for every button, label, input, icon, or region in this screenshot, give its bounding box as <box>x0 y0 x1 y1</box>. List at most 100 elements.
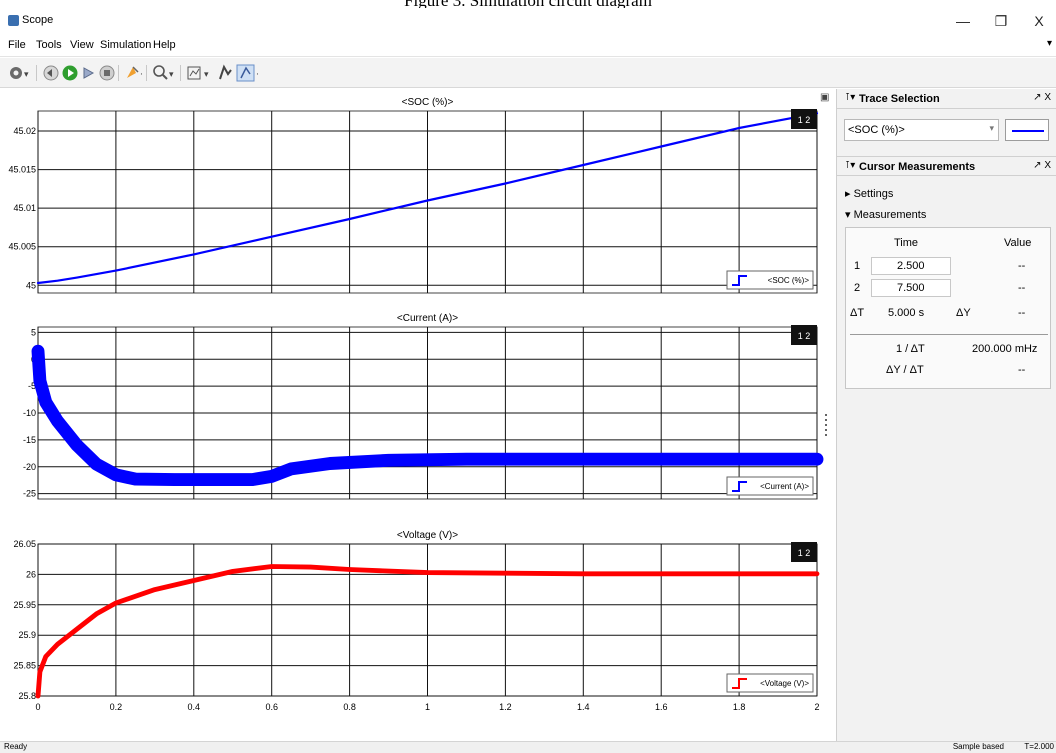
status-bar: Ready Sample based T=2.000 <box>0 741 1056 753</box>
dy-dt-label: ΔY / ΔT <box>886 364 924 376</box>
status-text: Ready <box>4 742 28 751</box>
toolbar-separator <box>118 65 119 81</box>
scope-plots-svg: ▣ <SOC (%)> 45 45.005 45.01 45.015 45.02 1 2 <SO… <box>8 92 829 712</box>
step-forward-icon[interactable] <box>80 64 98 82</box>
zoom-icon[interactable]: ▾ <box>152 64 176 82</box>
cursor-1-time-field[interactable]: 2.500 <box>871 257 951 275</box>
scope-plot-area: ▣ <SOC (%)> 45 45.005 45.01 45.015 45.02 1 2 <SO… <box>0 89 830 741</box>
sample-mode-text: Sample based <box>952 742 1004 751</box>
cursor-badge <box>791 542 817 562</box>
panel-pin-icon[interactable]: ⊺▾ <box>845 92 856 103</box>
trace-selection-dropdown[interactable]: <SOC (%)> ▾ <box>844 119 999 141</box>
series-line <box>36 112 819 285</box>
title-bar: Scope — ❐ X <box>0 8 1056 34</box>
menu-help[interactable]: Help <box>153 39 176 51</box>
cursor-2-time-value: 7.500 <box>897 282 925 294</box>
y-tick-label: -5 <box>28 381 36 391</box>
svg-text:▾: ▾ <box>204 70 209 80</box>
svg-text:·: · <box>256 70 259 80</box>
cursor-1-label: 1 <box>854 260 861 272</box>
x-tick-label: 1.2 <box>499 702 512 712</box>
cursor-measurements-icon[interactable]: · <box>236 64 264 82</box>
measurements-section-toggle[interactable]: ▾ Measurements <box>845 209 927 221</box>
trace-selection-header: ⊺▾ Trace Selection ↗ X <box>837 89 1056 109</box>
measurements-table: Time Value 1 2.500 -- 2 7.500 -- ΔT 5.00… <box>845 227 1051 389</box>
y-tick-label: 25.95 <box>13 600 36 610</box>
plot-panel-button-icon: ▣ <box>820 92 829 103</box>
sim-time-text: T=2.000 <box>1024 742 1054 751</box>
cursor-badge <box>791 109 817 129</box>
menu-simulation[interactable]: Simulation <box>100 39 152 51</box>
trace-selection-controls[interactable]: ↗ X <box>1033 92 1051 103</box>
toolbar-separator <box>36 65 37 81</box>
splitter-grip-dot <box>825 424 827 426</box>
delta-t-value: 5.000 s <box>888 307 925 319</box>
window-title: Scope <box>22 14 54 26</box>
highlight-icon[interactable]: · <box>124 64 148 82</box>
cursor-2-time-field[interactable]: 7.500 <box>871 279 951 297</box>
settings-section-toggle[interactable]: ▸ Settings <box>845 188 894 200</box>
panel-pin-icon[interactable]: ⊺▾ <box>845 160 856 171</box>
y-tick-label: 45.02 <box>13 126 36 136</box>
x-tick-label: 1.4 <box>577 702 590 712</box>
y-tick-label: -10 <box>23 408 36 418</box>
menu-file[interactable]: File <box>8 39 26 51</box>
scope-app-icon <box>8 15 19 26</box>
stop-icon[interactable] <box>98 64 116 82</box>
x-tick-label: 0.8 <box>343 702 356 712</box>
cursor-badge <box>791 325 817 345</box>
svg-text:▾: ▾ <box>24 70 29 80</box>
y-tick-label: 25.8 <box>18 691 36 701</box>
legend-swatch <box>732 678 747 689</box>
restore-button[interactable]: ❐ <box>994 13 1008 29</box>
cursor-measurements-controls[interactable]: ↗ X <box>1033 160 1051 171</box>
legend-swatch <box>732 275 747 286</box>
x-tick-label: 0.4 <box>188 702 201 712</box>
value-column-header: Value <box>1004 237 1032 249</box>
legend-label: <SOC (%)> <box>768 276 810 285</box>
splitter-grip-dot <box>825 419 827 421</box>
menu-overflow-icon[interactable]: ▾ <box>1046 38 1052 49</box>
y-tick-label: -25 <box>23 489 36 499</box>
x-tick-label: 0.6 <box>265 702 278 712</box>
cursor-1-value: -- <box>1018 260 1026 272</box>
svg-text:▾: ▾ <box>169 70 174 80</box>
y-tick-label: 25.9 <box>18 630 36 640</box>
chevron-down-icon: ▾ <box>989 123 994 133</box>
x-tick-label: 1.6 <box>655 702 668 712</box>
x-tick-label: 2 <box>814 702 819 712</box>
legend-box <box>726 270 814 290</box>
y-tick-label: 26 <box>26 569 36 579</box>
series-line <box>35 564 820 699</box>
y-tick-label: 45.01 <box>13 203 36 213</box>
gear-icon[interactable]: ▾ <box>8 64 30 82</box>
y-tick-label: 26.05 <box>13 539 36 549</box>
minimize-button[interactable]: — <box>956 13 970 29</box>
splitter-grip-dot <box>825 414 827 416</box>
plot-title: <SOC (%)> <box>402 97 454 108</box>
cursor-2-label: 2 <box>854 282 861 294</box>
trace-color-swatch[interactable] <box>1005 119 1049 141</box>
scale-axes-icon[interactable]: ▾ <box>186 64 212 82</box>
plot-title: <Current (A)> <box>397 313 458 324</box>
series-line <box>31 344 824 487</box>
dy-dt-value: -- <box>1018 364 1026 376</box>
cursor-measurements-header: ⊺▾ Cursor Measurements ↗ X <box>837 156 1056 176</box>
triggers-icon[interactable] <box>216 64 234 82</box>
x-tick-label: 0.2 <box>110 702 123 712</box>
step-back-icon[interactable] <box>42 64 60 82</box>
menu-view[interactable]: View <box>70 39 94 51</box>
y-tick-label: -20 <box>23 462 36 472</box>
menu-tools[interactable]: Tools <box>36 39 62 51</box>
legend-swatch <box>732 481 747 492</box>
side-panel: ⊺▾ Trace Selection ↗ X <SOC (%)> ▾ ⊺▾ Cu… <box>836 89 1056 741</box>
y-tick-label: 45.005 <box>8 242 36 252</box>
figure-caption: Figure 3. Simulation circuit diagram <box>404 0 652 10</box>
run-icon[interactable] <box>61 64 79 82</box>
y-tick-label: 25.85 <box>13 661 36 671</box>
cursor-1-time-value: 2.500 <box>897 260 925 272</box>
delta-y-label: ΔY <box>956 307 971 319</box>
toolbar-separator <box>180 65 181 81</box>
delta-t-label: ΔT <box>850 307 865 319</box>
close-button[interactable]: X <box>1034 13 1044 29</box>
